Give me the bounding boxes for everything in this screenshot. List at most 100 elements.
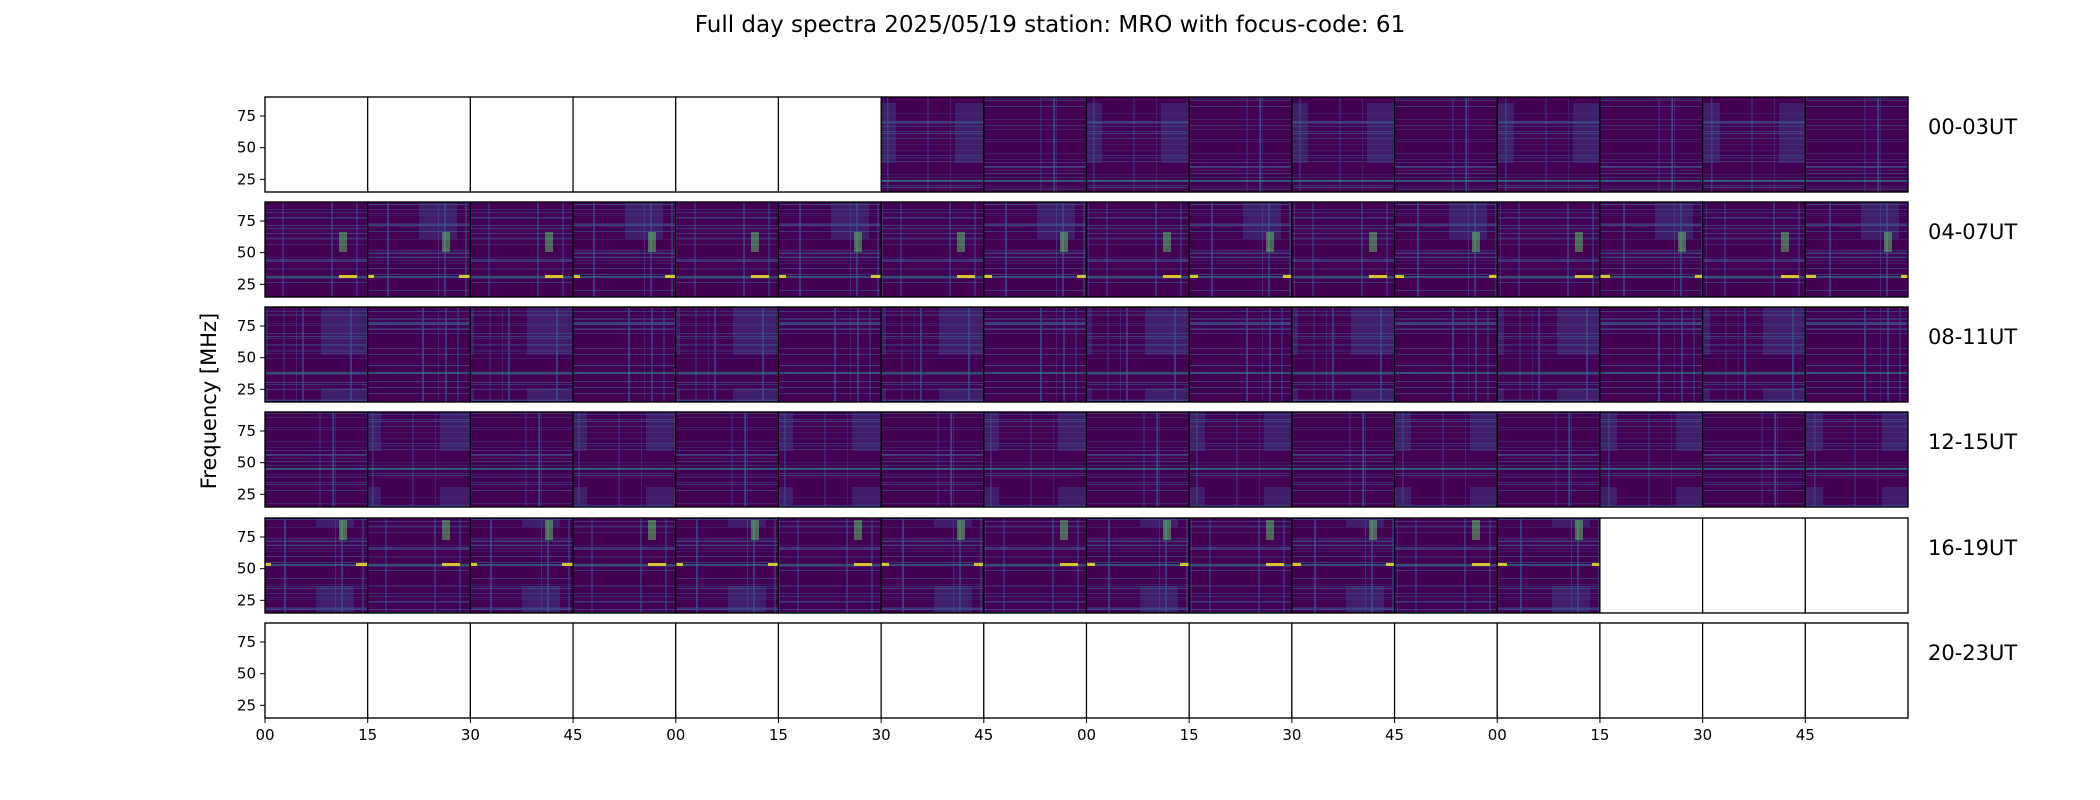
row-frame xyxy=(264,96,1909,193)
empty-panel xyxy=(777,622,882,719)
empty-panel xyxy=(1188,622,1293,719)
y-tick-label: 75 xyxy=(237,317,256,335)
empty-panel xyxy=(1804,517,1909,614)
spectrum-panel xyxy=(777,411,882,508)
spectrum-panel xyxy=(983,517,1088,614)
y-tick-label: 25 xyxy=(237,696,256,714)
spectrum-panel xyxy=(777,201,882,298)
spectrum-panel xyxy=(1393,411,1498,508)
spectrum-panel xyxy=(675,306,780,403)
empty-panel xyxy=(675,622,780,719)
empty-panel xyxy=(1702,622,1806,719)
row-time-label: 08-11UT xyxy=(1928,325,2017,349)
y-tick-label: 75 xyxy=(237,528,256,546)
y-tick-label: 25 xyxy=(237,275,256,293)
x-tick-label: 30 xyxy=(1282,726,1301,744)
spectrum-panel xyxy=(880,517,985,614)
spectrum-panel xyxy=(1804,201,1909,298)
x-tick-label: 15 xyxy=(1590,726,1609,744)
y-tick-label: 50 xyxy=(237,349,256,367)
y-tick-label: 50 xyxy=(237,244,256,262)
spectrum-panel xyxy=(880,306,985,403)
spectrum-panel xyxy=(1702,96,1806,193)
spectrum-panel xyxy=(777,517,882,614)
row-time-label: 20-23UT xyxy=(1928,641,2017,665)
spectrum-panel xyxy=(1085,306,1190,403)
spectrum-panel xyxy=(1393,306,1498,403)
y-tick-label: 75 xyxy=(237,422,256,440)
row-frame xyxy=(264,201,1909,298)
empty-panel xyxy=(469,96,574,193)
row-time-label: 04-07UT xyxy=(1928,220,2017,244)
spectrum-panel xyxy=(1496,201,1601,298)
empty-panel xyxy=(1085,622,1190,719)
spectrum-panel xyxy=(1188,411,1293,508)
empty-panel xyxy=(777,96,882,193)
spectrum-panel xyxy=(1291,96,1396,193)
spectrum-panel xyxy=(1085,411,1190,508)
y-tick-label: 50 xyxy=(237,560,256,578)
x-tick-label: 45 xyxy=(1796,726,1815,744)
x-tick-label: 00 xyxy=(255,726,274,744)
empty-panel xyxy=(1804,622,1909,719)
spectrum-panel xyxy=(675,411,780,508)
spectrum-panel xyxy=(1188,517,1293,614)
y-tick-label: 75 xyxy=(237,212,256,230)
row-frame xyxy=(264,306,1909,403)
spectrum-panel xyxy=(1291,517,1396,614)
empty-panel xyxy=(367,96,471,193)
y-tick-label: 75 xyxy=(237,633,256,651)
spectrum-panel xyxy=(1804,96,1909,193)
spectrum-panel xyxy=(880,411,985,508)
row-time-label: 12-15UT xyxy=(1928,430,2017,454)
spectrum-panel xyxy=(675,201,780,298)
x-tick-label: 15 xyxy=(769,726,788,744)
row-frame xyxy=(264,411,1909,508)
y-tick-label: 50 xyxy=(237,665,256,683)
spectrum-panel xyxy=(777,306,882,403)
spectrum-panel xyxy=(983,411,1088,508)
spectrum-panel xyxy=(1291,411,1396,508)
y-tick-label: 75 xyxy=(237,107,256,125)
y-tick-label: 25 xyxy=(237,380,256,398)
empty-panel xyxy=(1702,517,1806,614)
y-tick-label: 25 xyxy=(237,591,256,609)
x-tick-label: 45 xyxy=(974,726,993,744)
empty-panel xyxy=(469,622,574,719)
spectrum-panel xyxy=(1393,96,1498,193)
spectrum-panel xyxy=(1188,306,1293,403)
x-tick-label: 00 xyxy=(666,726,685,744)
empty-panel xyxy=(880,622,985,719)
x-tick-label: 45 xyxy=(1385,726,1404,744)
spectrum-panel xyxy=(572,411,677,508)
spectrum-panel xyxy=(1188,96,1293,193)
spectrum-panel xyxy=(572,201,677,298)
spectrum-panel xyxy=(983,96,1088,193)
x-tick-label: 15 xyxy=(1180,726,1199,744)
x-tick-label: 00 xyxy=(1077,726,1096,744)
empty-panel xyxy=(572,622,677,719)
chart-title: Full day spectra 2025/05/19 station: MRO… xyxy=(694,12,1406,38)
spectrum-panel xyxy=(469,411,574,508)
spectrum-panel xyxy=(367,201,471,298)
row-time-label: 00-03UT xyxy=(1928,115,2017,139)
spectrum-panel xyxy=(1291,306,1396,403)
spectrum-panel xyxy=(1393,517,1498,614)
empty-panel xyxy=(1496,622,1601,719)
spectrum-panel xyxy=(1804,411,1909,508)
spectrum-panel xyxy=(675,517,780,614)
spectrum-panel xyxy=(983,201,1088,298)
x-tick-label: 00 xyxy=(1488,726,1507,744)
spectrum-panel xyxy=(1496,306,1601,403)
spectrum-panel xyxy=(264,201,369,298)
y-tick-label: 50 xyxy=(237,139,256,157)
x-tick-label: 30 xyxy=(1693,726,1712,744)
spectrum-panel xyxy=(880,96,985,193)
spectrum-panel xyxy=(469,517,574,614)
empty-panel xyxy=(1393,622,1498,719)
spectrum-panel xyxy=(264,517,369,614)
row-time-label: 16-19UT xyxy=(1928,536,2017,560)
spectrum-panel xyxy=(367,411,471,508)
spectrum-panel xyxy=(1599,96,1704,193)
